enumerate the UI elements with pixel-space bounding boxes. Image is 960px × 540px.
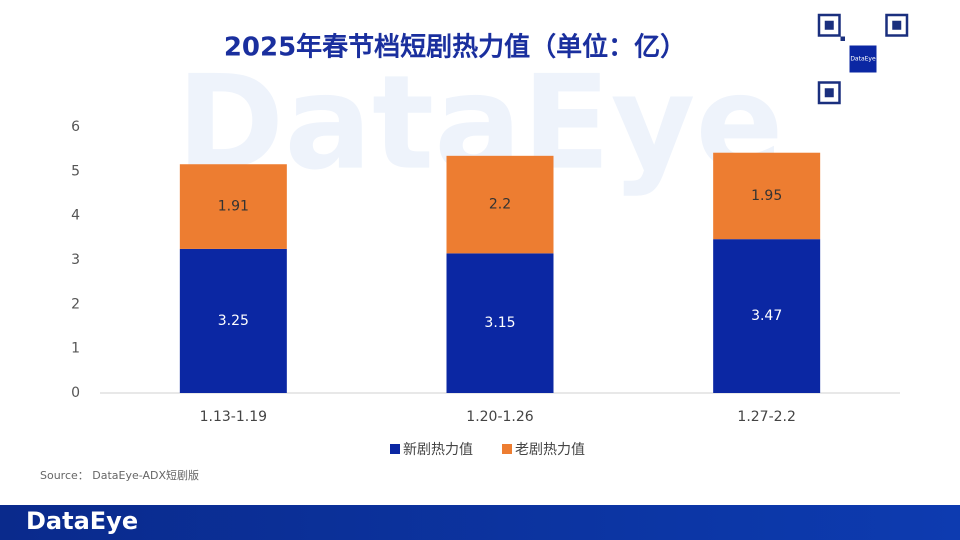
qr-finder bbox=[817, 13, 841, 37]
footer-bar bbox=[0, 505, 960, 540]
y-tick-label: 2 bbox=[71, 296, 80, 312]
y-tick-label: 1 bbox=[71, 341, 80, 357]
data-label: 1.95 bbox=[751, 188, 782, 204]
source-note: Source： DataEye-ADX短剧版 bbox=[40, 468, 199, 482]
bar-segment bbox=[179, 248, 287, 393]
y-tick-label: 3 bbox=[71, 252, 80, 268]
qr-finder-dot bbox=[892, 20, 902, 30]
y-tick-label: 6 bbox=[71, 119, 80, 135]
data-label: 3.15 bbox=[484, 315, 515, 331]
x-tick-label: 1.20-1.26 bbox=[466, 409, 533, 425]
legend-label: 老剧热力值 bbox=[515, 442, 585, 458]
bar-segment bbox=[446, 155, 554, 254]
y-tick-label: 0 bbox=[71, 385, 80, 401]
bar-segment bbox=[713, 152, 821, 240]
data-label: 3.25 bbox=[218, 313, 249, 329]
bar-segment bbox=[446, 253, 554, 393]
bar-segment bbox=[179, 164, 287, 249]
qr-finder-dot bbox=[824, 88, 834, 98]
qr-cell bbox=[840, 36, 845, 41]
qr-logo-bg bbox=[849, 45, 877, 73]
qr-finder-dot bbox=[824, 20, 834, 30]
data-label: 3.47 bbox=[751, 308, 782, 324]
legend-swatch bbox=[502, 444, 512, 454]
chart-title: 2025年春节档短剧热力值（单位：亿） bbox=[224, 32, 686, 63]
qr-finder bbox=[817, 81, 841, 105]
y-tick-label: 5 bbox=[71, 163, 80, 179]
qr-finder bbox=[885, 13, 909, 37]
qr-code: DataEye bbox=[816, 12, 910, 106]
legend-label: 新剧热力值 bbox=[403, 442, 473, 458]
qr-logo: DataEye bbox=[850, 56, 876, 63]
data-label: 1.91 bbox=[218, 199, 249, 215]
y-tick-label: 4 bbox=[71, 208, 80, 224]
footer-logo: DataEye bbox=[26, 507, 138, 535]
legend-swatch bbox=[390, 444, 400, 454]
x-tick-label: 1.27-2.2 bbox=[737, 409, 796, 425]
x-tick-label: 1.13-1.19 bbox=[200, 409, 267, 425]
data-label: 2.2 bbox=[489, 197, 511, 213]
bar-segment bbox=[713, 239, 821, 393]
